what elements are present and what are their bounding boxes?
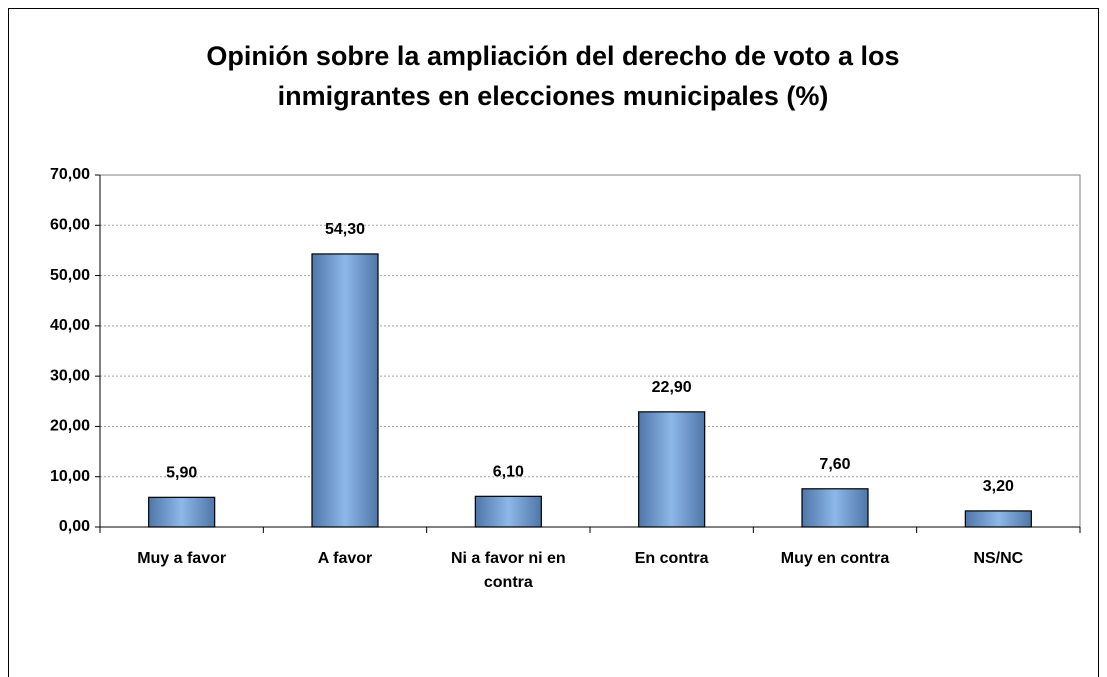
x-tick-label: NS/NC bbox=[973, 550, 1024, 567]
y-tick-label: 50,00 bbox=[50, 267, 90, 284]
data-label: 6,10 bbox=[493, 464, 524, 481]
x-tick-label: En contra bbox=[634, 550, 709, 567]
y-tick-label: 60,00 bbox=[50, 217, 90, 234]
x-tick-label: A favor bbox=[317, 550, 373, 567]
y-tick-label: 20,00 bbox=[50, 418, 90, 435]
data-label: 22,90 bbox=[652, 379, 692, 396]
data-label: 3,20 bbox=[983, 478, 1014, 495]
bar bbox=[148, 496, 216, 528]
bar bbox=[964, 510, 1032, 528]
x-tick-label: Muy en contra bbox=[780, 550, 890, 567]
bar bbox=[638, 411, 706, 528]
x-tick-label: Muy a favor bbox=[137, 550, 227, 567]
y-tick-label: 30,00 bbox=[50, 367, 90, 384]
data-label: 54,30 bbox=[325, 221, 365, 238]
x-tick-label: Ni a favor ni en contra bbox=[450, 550, 566, 591]
chart-frame bbox=[8, 8, 1099, 677]
chart-title: Opinión sobre la ampliación del derecho … bbox=[206, 41, 900, 111]
bar bbox=[311, 253, 379, 528]
y-tick-label: 0,00 bbox=[59, 518, 90, 535]
data-label: 7,60 bbox=[819, 456, 850, 473]
plot-border bbox=[99, 174, 1081, 528]
data-label: 5,90 bbox=[166, 465, 197, 482]
bar bbox=[801, 488, 869, 528]
y-tick-label: 70,00 bbox=[50, 166, 90, 183]
bar bbox=[474, 495, 542, 528]
y-tick-label: 10,00 bbox=[50, 468, 90, 485]
y-tick-label: 40,00 bbox=[50, 317, 90, 334]
